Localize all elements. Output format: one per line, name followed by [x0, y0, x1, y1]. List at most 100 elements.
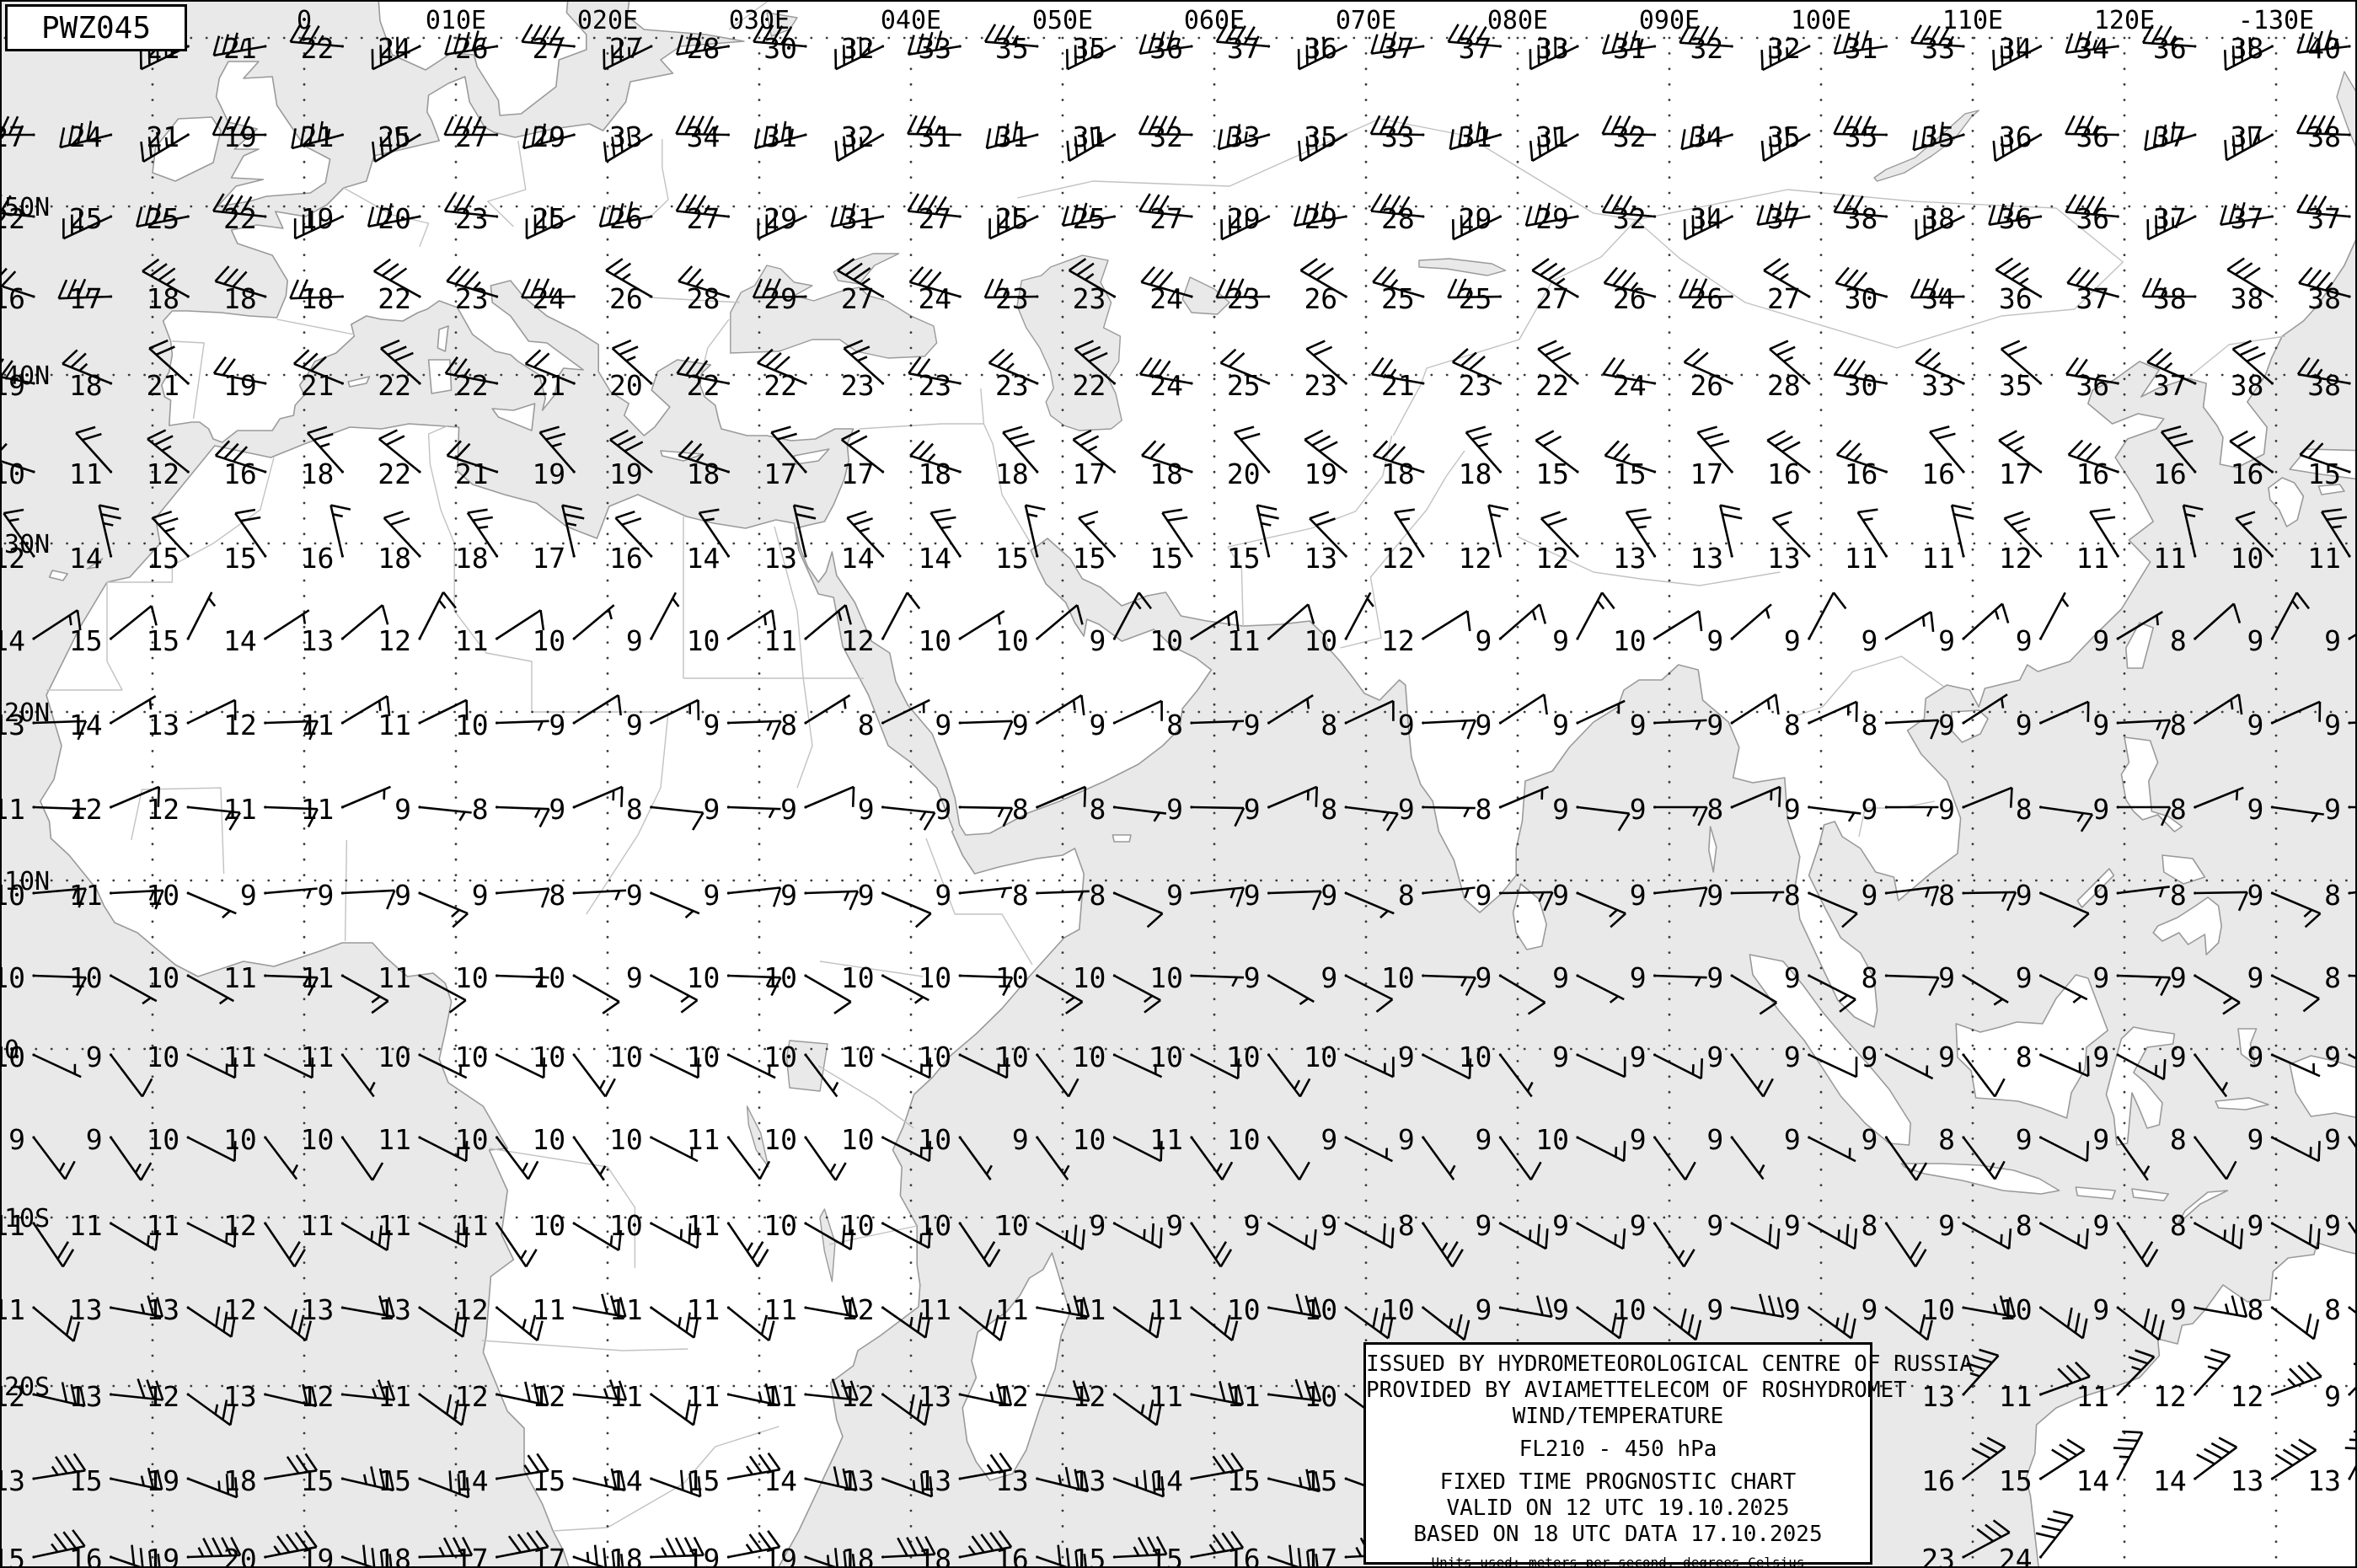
- station-temperature: 36: [1999, 282, 2033, 315]
- station: 10: [763, 1123, 847, 1181]
- station: 13: [918, 1452, 1013, 1497]
- station: 16: [1921, 425, 1965, 490]
- station-temperature: 16: [2153, 458, 2187, 490]
- station: 38: [2295, 114, 2351, 153]
- station: 9: [2092, 1041, 2167, 1081]
- station-temperature: 23: [1227, 282, 1261, 315]
- land-timor: [2177, 1190, 2229, 1225]
- land-shikoku: [2317, 484, 2345, 495]
- station-temperature: 34: [1999, 32, 2033, 65]
- station: 9: [2170, 1293, 2248, 1326]
- station-temperature: 10: [1304, 1380, 1337, 1413]
- station: 32: [834, 32, 885, 71]
- station-temperature: 34: [1921, 282, 1955, 315]
- station: 10: [763, 1041, 839, 1098]
- station: 16: [301, 504, 351, 575]
- station-temperature: 38: [1845, 202, 1878, 235]
- station: 10: [918, 1209, 1001, 1268]
- station-temperature: 10: [841, 1209, 875, 1242]
- station-temperature: 18: [69, 369, 103, 402]
- station: 11: [609, 1380, 699, 1426]
- station-temperature: 12: [1381, 542, 1415, 575]
- station: 10: [763, 1209, 854, 1251]
- land-andaman: [1708, 826, 1717, 873]
- station: 10: [532, 961, 620, 1014]
- station-temperature: 12: [841, 1380, 875, 1413]
- station: 26: [1603, 266, 1657, 315]
- station: 36: [1138, 29, 1193, 65]
- station-temperature: 18: [223, 282, 257, 315]
- lon-label: 040E: [881, 6, 941, 35]
- station: 31: [753, 120, 807, 153]
- station: 37: [1447, 24, 1502, 65]
- station-temperature: 9: [2324, 1041, 2341, 1073]
- station: 10: [841, 1209, 931, 1250]
- station: 13: [918, 1380, 1013, 1413]
- station: 10: [455, 1041, 545, 1079]
- station-temperature: 9: [1398, 1041, 1415, 1073]
- station-temperature: 9: [549, 709, 565, 741]
- station: 11: [1999, 1361, 2091, 1413]
- station: 33: [603, 120, 653, 163]
- border: [645, 139, 669, 222]
- station-temperature: 10: [1073, 961, 1106, 994]
- station: 11: [2307, 508, 2351, 575]
- station: 8: [1784, 700, 1858, 741]
- station-temperature: 15: [1149, 542, 1183, 575]
- station-temperature: 31: [1845, 32, 1878, 65]
- station-temperature: 12: [995, 1380, 1029, 1413]
- station-temperature: 19: [0, 369, 25, 402]
- station: 17: [532, 1543, 624, 1568]
- station: 9: [1630, 961, 1707, 994]
- station-temperature: 10: [1304, 1041, 1337, 1073]
- station: 10: [1381, 1293, 1470, 1341]
- station-temperature: 9: [2016, 624, 2033, 657]
- station-temperature: 9: [1861, 793, 1878, 826]
- station: 15: [687, 1452, 781, 1497]
- land-australia: [2025, 1242, 2357, 1568]
- station-temperature: 26: [1304, 282, 1337, 315]
- land-palawan: [2076, 868, 2115, 908]
- station: 35: [983, 24, 1039, 65]
- station: 29: [522, 120, 576, 153]
- station: 9: [1552, 879, 1626, 928]
- station-temperature: 15: [1535, 458, 1569, 490]
- station: 8: [780, 693, 851, 741]
- station: 10: [918, 1123, 993, 1180]
- station: 8: [2324, 961, 2357, 994]
- station: 14: [0, 609, 82, 657]
- station: 10: [532, 604, 615, 657]
- station-temperature: 12: [1381, 624, 1415, 657]
- station-temperature: 10: [995, 961, 1029, 994]
- station-temperature: 8: [2170, 709, 2187, 741]
- station-temperature: 13: [146, 709, 179, 741]
- station: 27: [675, 193, 731, 235]
- station-temperature: 22: [455, 369, 489, 402]
- station-temperature: 27: [0, 120, 25, 153]
- station-temperature: 9: [1938, 624, 1955, 657]
- station-temperature: 11: [455, 1209, 489, 1242]
- station-temperature: 23: [1921, 1543, 1955, 1568]
- station-temperature: 38: [2307, 120, 2341, 153]
- station: 27: [1138, 193, 1193, 235]
- station: 18: [841, 1535, 936, 1568]
- based-on-line: BASED ON 18 UTC DATA 17.10.2025: [1413, 1522, 1823, 1547]
- station-temperature: 10: [995, 1209, 1029, 1242]
- station: 32: [834, 120, 885, 163]
- station-temperature: 23: [455, 202, 489, 235]
- station-temperature: 10: [841, 961, 875, 994]
- station-temperature: 10: [0, 879, 25, 912]
- station: 13: [995, 1464, 1090, 1497]
- station: 8: [858, 698, 930, 741]
- station-temperature: 13: [69, 1380, 103, 1413]
- station: 8: [626, 793, 704, 831]
- station-temperature: 11: [378, 1123, 411, 1156]
- station-temperature: 10: [1999, 1293, 2033, 1326]
- station-temperature: 11: [1149, 1293, 1183, 1326]
- border: [481, 1340, 688, 1351]
- station: 13: [0, 1453, 87, 1497]
- station: 9: [1476, 1293, 1553, 1326]
- station-temperature: 13: [918, 1380, 951, 1413]
- station-temperature: 27: [532, 32, 565, 65]
- station: 27: [837, 258, 885, 315]
